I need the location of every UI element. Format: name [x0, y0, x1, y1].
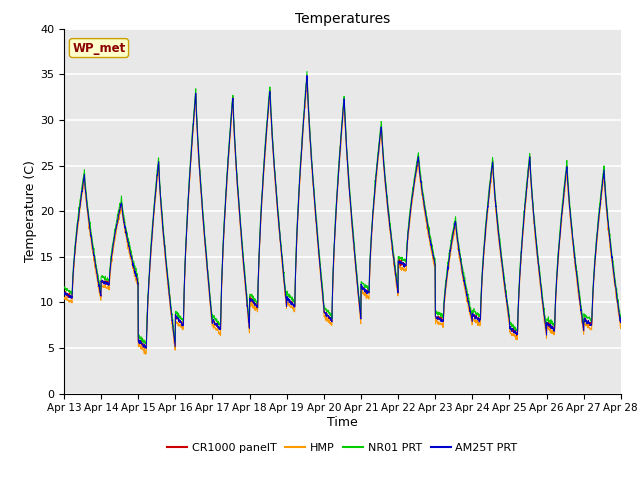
- Text: WP_met: WP_met: [72, 42, 125, 55]
- Legend: CR1000 panelT, HMP, NR01 PRT, AM25T PRT: CR1000 panelT, HMP, NR01 PRT, AM25T PRT: [163, 438, 522, 457]
- Title: Temperatures: Temperatures: [295, 12, 390, 26]
- Y-axis label: Temperature (C): Temperature (C): [24, 160, 37, 262]
- X-axis label: Time: Time: [327, 416, 358, 429]
